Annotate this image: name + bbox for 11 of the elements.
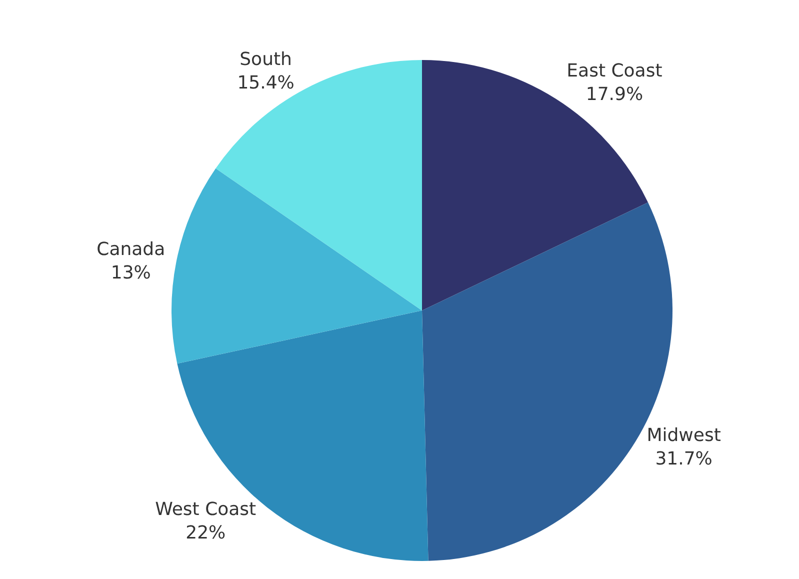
data-label: 31.7% [655,448,712,470]
slice-label: Canada [96,238,166,260]
data-label: 22% [186,522,226,544]
slice-label: South [240,49,292,70]
slice-label: East Coast [566,60,662,82]
pie-slice [172,168,422,364]
slice-label: Midwest [646,425,721,446]
data-label: 17.9% [586,84,644,105]
data-label: 13% [110,262,151,284]
slice-label: West Coast [155,498,256,520]
data-label: 15.4% [237,72,294,94]
